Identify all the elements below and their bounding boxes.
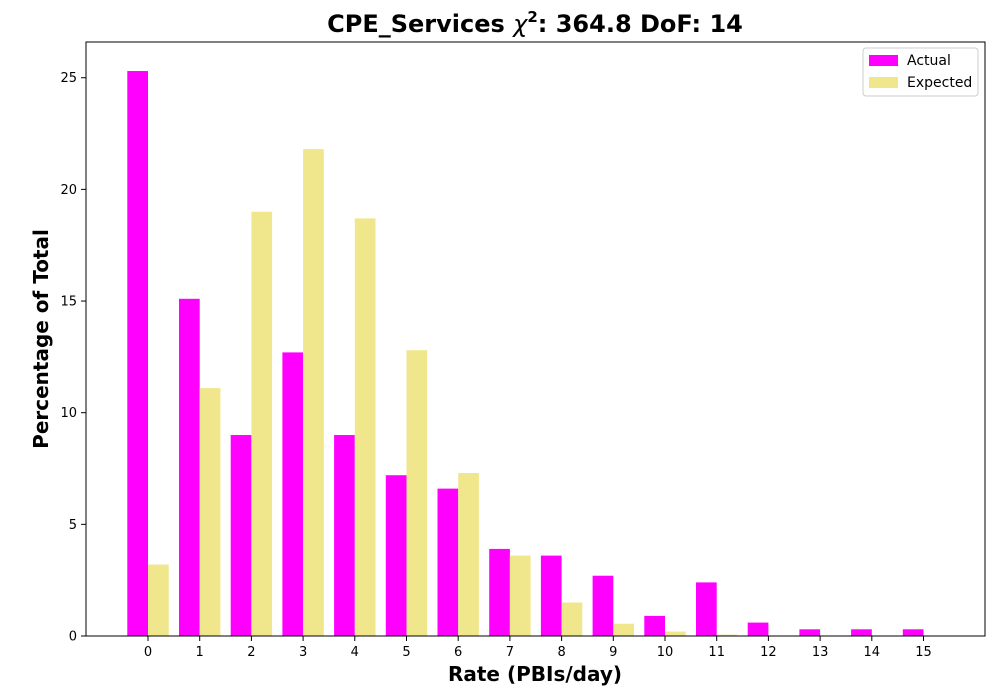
x-tick-label: 0	[144, 645, 152, 660]
bar-expected-8	[561, 602, 583, 636]
bar-expected-4	[354, 218, 376, 636]
chart-title: CPE_Services χ2: 364.8 DoF: 14	[327, 8, 743, 38]
bar-actual-10	[644, 615, 665, 636]
bar-actual-4	[334, 435, 355, 636]
legend-label-expected: Expected	[907, 75, 972, 91]
x-tick-label: 6	[454, 645, 462, 660]
bar-expected-7	[509, 555, 531, 636]
y-axis-title: Percentage of Total	[29, 229, 53, 449]
x-tick-label: 14	[864, 645, 881, 660]
bar-actual-6	[437, 488, 459, 636]
plot-frame	[85, 41, 986, 637]
bar-expected-3	[303, 149, 324, 636]
legend-swatch-expected	[869, 77, 898, 88]
y-tick-label: 5	[69, 518, 77, 533]
legend: Actual Expected	[862, 47, 979, 97]
x-axis-title: Rate (PBIs/day)	[448, 662, 622, 686]
x-tick-label: 1	[196, 645, 204, 660]
bar-expected-6	[458, 472, 479, 636]
bar-actual-12	[747, 622, 769, 636]
bar-actual-0	[127, 71, 148, 636]
y-tick-label: 15	[60, 295, 77, 310]
legend-swatch-actual	[869, 55, 898, 66]
bar-actual-15	[902, 629, 924, 636]
y-tick-label: 0	[69, 630, 77, 645]
x-tick-label: 11	[708, 645, 725, 660]
x-tick-label: 5	[402, 645, 410, 660]
x-tick-label: 10	[657, 645, 674, 660]
y-axis-ticks: 0 5 10 15 20 25	[60, 71, 86, 645]
bar-actual-11	[696, 582, 717, 636]
bar-actual-7	[489, 548, 510, 636]
bar-actual-3	[282, 352, 304, 636]
bar-actual-9	[592, 575, 614, 636]
bar-expected-2	[251, 211, 273, 636]
bar-actual-13	[799, 629, 821, 636]
bar-expected-1	[199, 388, 221, 636]
x-tick-label: 3	[299, 645, 307, 660]
x-tick-label: 13	[812, 645, 829, 660]
x-tick-label: 12	[760, 645, 777, 660]
bars	[127, 71, 924, 636]
x-tick-label: 2	[247, 645, 255, 660]
y-tick-label: 10	[60, 406, 77, 421]
bar-expected-9	[613, 623, 634, 636]
bar-expected-11	[716, 634, 738, 636]
x-axis-ticks: 0 1 2 3 4 5 6 7 8 9 10 11 12 13 14 15	[144, 636, 932, 660]
bar-expected-10	[665, 631, 686, 636]
bar-actual-2	[230, 435, 252, 636]
bar-actual-1	[179, 298, 200, 636]
x-tick-label: 8	[557, 645, 565, 660]
bar-actual-5	[385, 475, 407, 636]
bar-expected-5	[406, 350, 428, 636]
y-tick-label: 20	[60, 183, 77, 198]
y-tick-label: 25	[60, 71, 77, 86]
legend-label-actual: Actual	[907, 53, 951, 69]
x-tick-label: 7	[506, 645, 514, 660]
x-tick-label: 15	[915, 645, 932, 660]
bar-actual-14	[851, 629, 872, 636]
bar-expected-0	[148, 564, 169, 636]
bar-actual-8	[540, 555, 562, 636]
x-tick-label: 4	[351, 645, 359, 660]
x-tick-label: 9	[609, 645, 617, 660]
